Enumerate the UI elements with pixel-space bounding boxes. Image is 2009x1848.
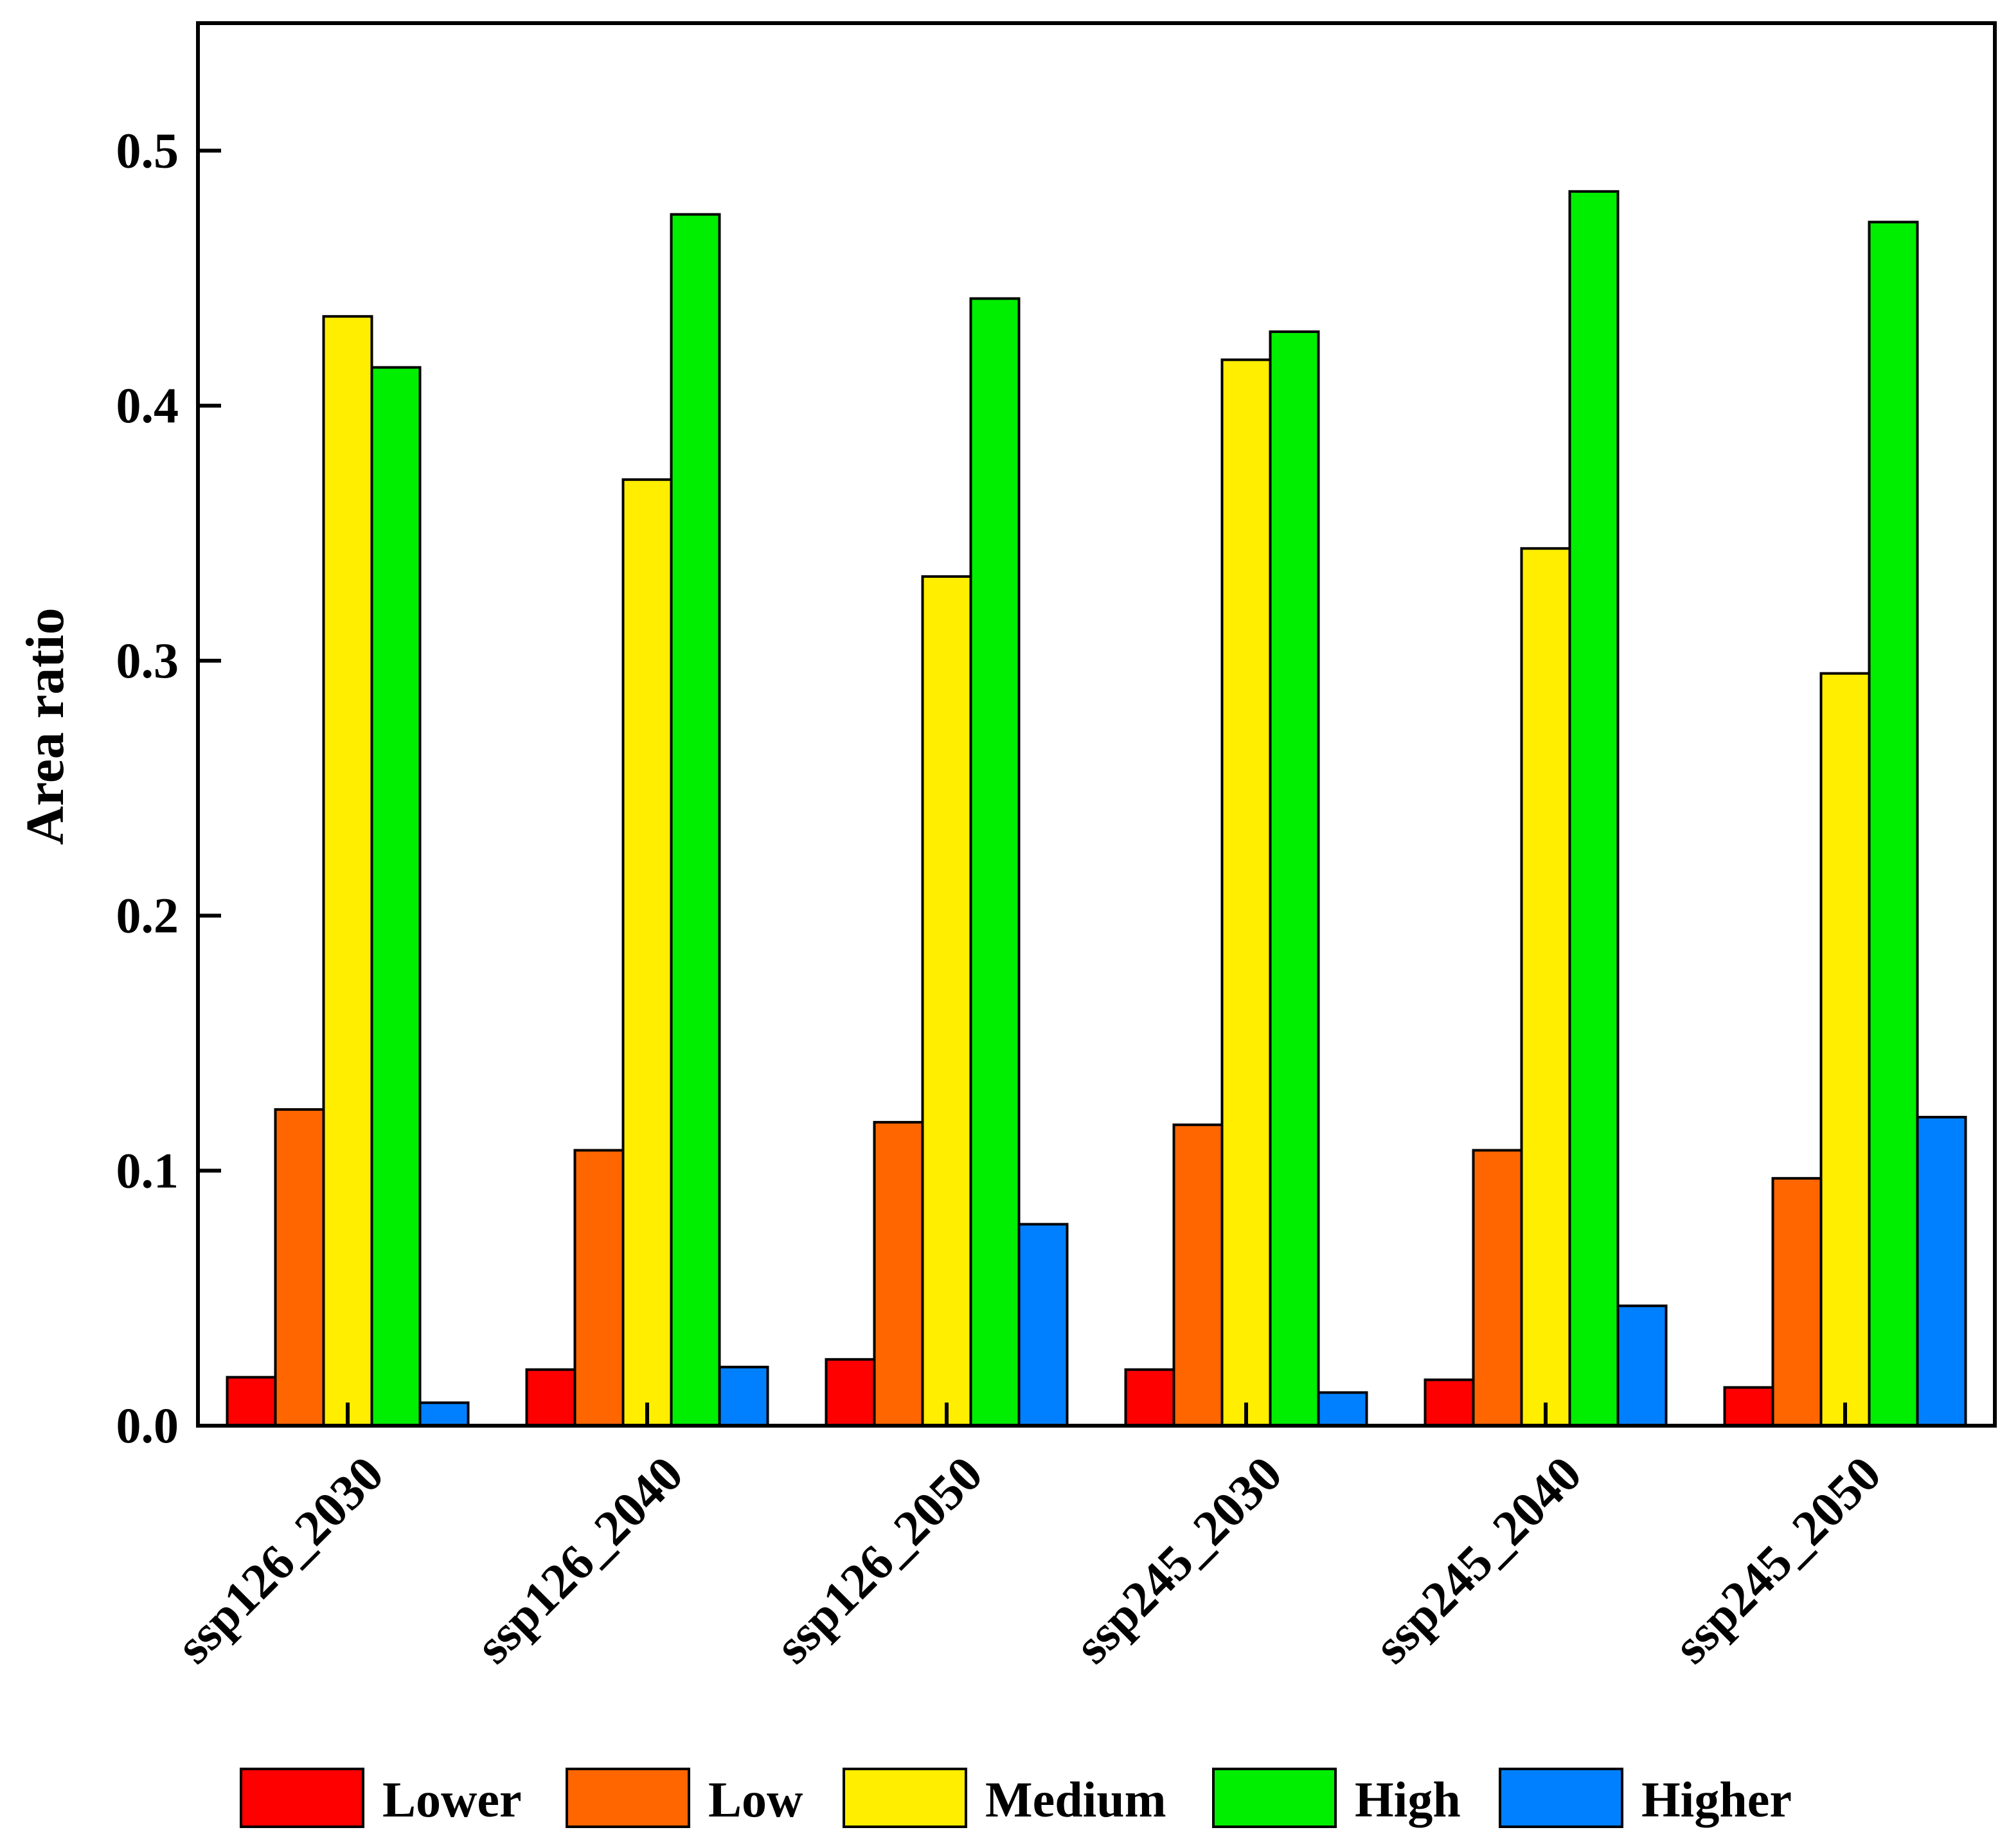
x-tick-label-ssp126_2030: ssp126_2030 [165,1446,394,1674]
legend-label-medium: Medium [985,1772,1166,1827]
bar-higher-ssp126_2030 [418,1401,470,1427]
bar-lower-ssp245_2040 [1424,1378,1475,1428]
legend-label-lower: Lower [382,1772,522,1827]
bar-higher-ssp245_2040 [1616,1304,1668,1428]
y-tick-label: 0.3 [116,632,179,688]
bar-lower-ssp126_2040 [525,1368,576,1427]
x-tick-label-ssp245_2050: ssp245_2050 [1663,1446,1891,1674]
bar-low-ssp126_2040 [573,1149,625,1427]
bar-low-ssp245_2040 [1472,1149,1523,1427]
legend-swatch-higher [1499,1768,1623,1828]
bar-high-ssp245_2050 [1868,220,1919,1427]
bar-medium-ssp126_2040 [621,478,673,1427]
legend-label-high: High [1355,1772,1461,1827]
bar-high-ssp245_2030 [1269,330,1320,1427]
legend-swatch-low [566,1768,690,1828]
bar-lower-ssp126_2030 [226,1376,277,1428]
y-tick-label: 0.0 [116,1397,179,1453]
y-tick-label: 0.2 [116,888,179,944]
bar-low-ssp126_2050 [873,1120,924,1427]
axes-layer [196,21,1997,1428]
bar-lower-ssp126_2050 [825,1358,876,1427]
bar-higher-ssp245_2030 [1317,1391,1368,1428]
legend-label-higher: Higher [1641,1772,1792,1827]
bar-medium-ssp245_2030 [1220,358,1272,1427]
bar-high-ssp245_2040 [1568,190,1620,1428]
bar-higher-ssp245_2050 [1916,1115,1967,1427]
y-tick-label: 0.1 [116,1142,179,1198]
bar-medium-ssp245_2050 [1819,672,1871,1427]
bar-high-ssp126_2030 [370,366,422,1428]
x-tick-label-ssp245_2040: ssp245_2040 [1363,1446,1592,1674]
y-tick-label: 0.5 [116,122,179,178]
legend-swatch-high [1212,1768,1337,1828]
x-tick-label-ssp126_2040: ssp126_2040 [465,1446,693,1674]
bar-high-ssp126_2050 [969,297,1021,1427]
bar-medium-ssp126_2030 [322,315,373,1428]
legend-swatch-lower [240,1768,364,1828]
legend-swatch-medium [843,1768,967,1828]
y-tick-label: 0.4 [116,377,179,433]
bar-low-ssp245_2050 [1771,1177,1823,1427]
bar-medium-ssp126_2050 [921,575,972,1427]
bars-layer [226,190,1967,1428]
bar-higher-ssp126_2040 [718,1365,769,1427]
bar-low-ssp126_2030 [274,1108,325,1428]
plot-frame [196,21,1997,1428]
bar-low-ssp245_2030 [1172,1123,1224,1427]
legend-layer: Lower Low Medium High Higher [240,1768,1792,1828]
legend-label-low: Low [708,1772,803,1827]
bar-medium-ssp245_2040 [1520,547,1571,1427]
y-axis-label: Area ratio [15,607,75,845]
x-tick-label-ssp126_2050: ssp126_2050 [764,1446,993,1674]
bar-lower-ssp245_2050 [1723,1386,1774,1428]
x-tick-label-ssp245_2030: ssp245_2030 [1064,1446,1292,1674]
bar-lower-ssp245_2030 [1124,1368,1175,1427]
bar-higher-ssp126_2050 [1017,1223,1069,1427]
bar-high-ssp126_2040 [670,213,721,1428]
